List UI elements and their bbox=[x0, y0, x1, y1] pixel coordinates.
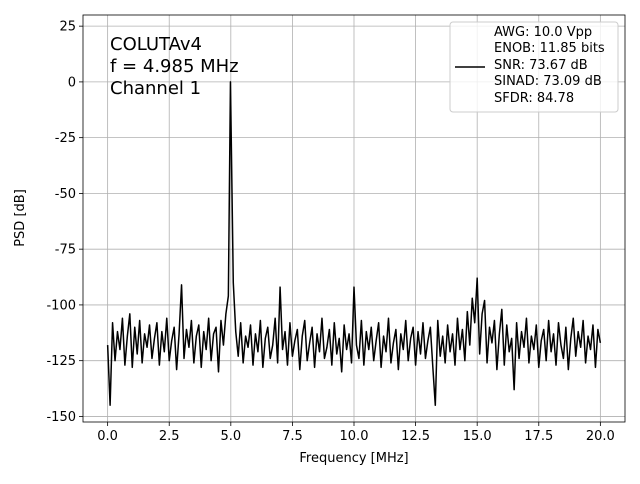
y-tick-label: 0 bbox=[68, 75, 76, 90]
legend-label: AWG: 10.0 Vpp ENOB: 11.85 bits SNR: 73.6… bbox=[494, 25, 605, 106]
y-tick-label: -50 bbox=[55, 187, 76, 202]
legend-label-box: AWG: 10.0 Vpp ENOB: 11.85 bits SNR: 73.6… bbox=[494, 25, 605, 106]
axes-frame bbox=[82, 14, 626, 423]
x-tick-label: 2.5 bbox=[159, 429, 180, 444]
x-tick-label: 7.5 bbox=[282, 429, 303, 444]
legend-box bbox=[449, 21, 619, 113]
y-tick-label: -150 bbox=[46, 410, 76, 425]
x-tick-label: 10.0 bbox=[340, 429, 369, 444]
legend: AWG: 10.0 Vpp ENOB: 11.85 bits SNR: 73.6… bbox=[449, 21, 619, 113]
annotation: COLUTAv4 bbox=[110, 34, 202, 55]
x-tick-label: 5.0 bbox=[220, 429, 241, 444]
y-axis-label: PSD [dB] bbox=[13, 189, 28, 247]
series-line bbox=[106, 81, 602, 407]
y-tick-label: -125 bbox=[46, 354, 76, 369]
y-tick-label: -100 bbox=[46, 298, 76, 313]
x-tick-label: 12.5 bbox=[401, 429, 430, 444]
x-tick-label: 0.0 bbox=[97, 429, 118, 444]
x-axis-label: Frequency [MHz] bbox=[299, 451, 408, 466]
y-tick-label: -25 bbox=[55, 131, 76, 146]
y-tick-label: -75 bbox=[55, 243, 76, 258]
annotation: f = 4.985 MHz bbox=[110, 56, 239, 77]
x-tick-label: 20.0 bbox=[586, 429, 615, 444]
y-tick-label: 25 bbox=[59, 20, 76, 35]
annotation: Channel 1 bbox=[110, 78, 201, 99]
x-tick-label: 15.0 bbox=[463, 429, 492, 444]
x-tick-label: 17.5 bbox=[524, 429, 553, 444]
